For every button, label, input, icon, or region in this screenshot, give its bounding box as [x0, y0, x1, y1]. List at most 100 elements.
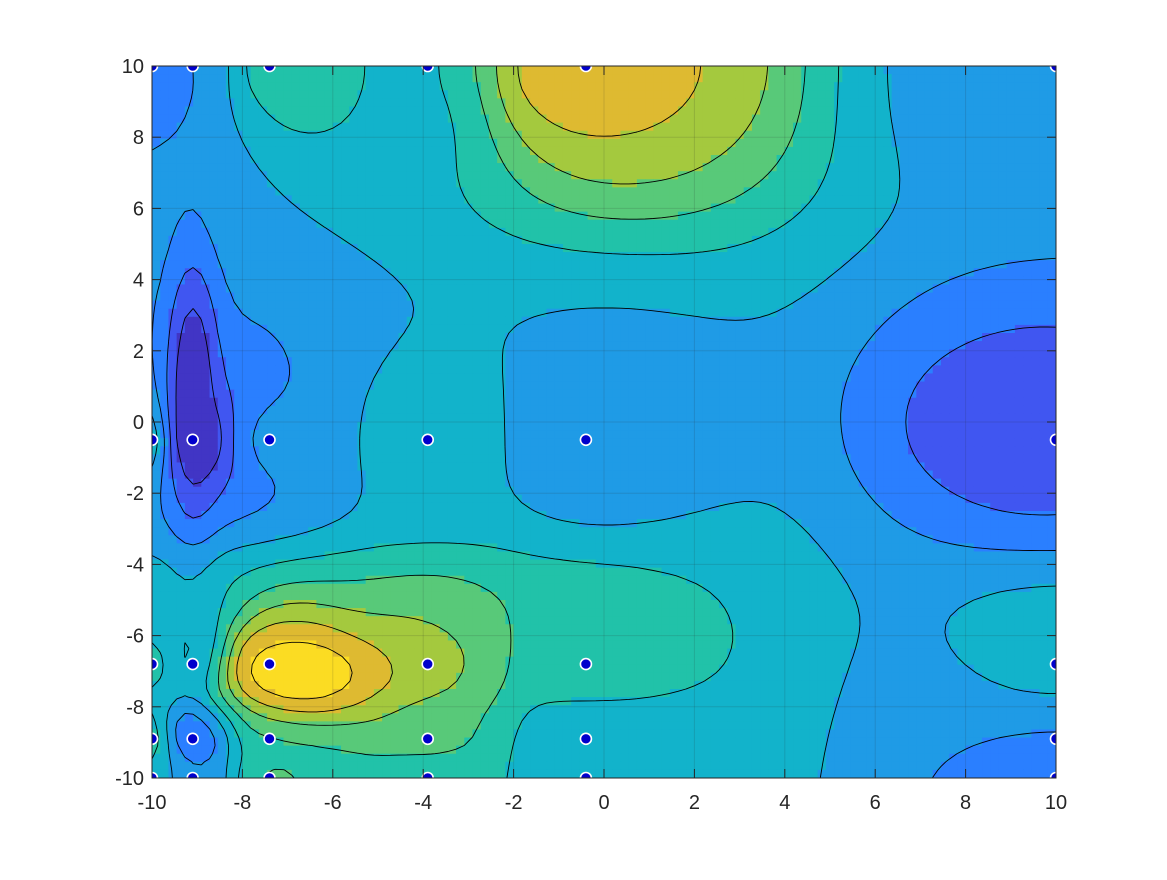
contour-band-cell — [398, 203, 408, 213]
contour-band-cell — [604, 373, 613, 383]
contour-band-cell — [949, 349, 958, 358]
contour-band-cell — [653, 74, 663, 83]
contour-band-cell — [480, 74, 490, 83]
contour-band-cell — [480, 203, 490, 213]
contour-band-cell — [1006, 276, 1016, 286]
contour-band-cell — [636, 422, 646, 431]
contour-band-cell — [834, 227, 843, 237]
contour-band-cell — [751, 268, 761, 277]
contour-band-cell — [439, 114, 449, 124]
contour-band-cell — [982, 179, 991, 188]
contour-band-cell — [267, 268, 276, 277]
contour-band-cell — [357, 292, 367, 302]
contour-band-cell — [842, 163, 852, 172]
contour-band-cell — [932, 284, 942, 294]
contour-band-cell — [793, 219, 802, 229]
contour-band-cell — [727, 365, 737, 375]
contour-band-cell — [488, 268, 498, 277]
contour-band-cell — [751, 235, 761, 245]
contour-band-cell — [168, 146, 178, 156]
contour-band-cell — [620, 405, 630, 415]
contour-band-cell — [357, 276, 367, 286]
contour-band-cell — [990, 130, 1000, 140]
contour-band-cell — [612, 187, 622, 197]
contour-band-cell — [341, 146, 350, 156]
contour-band-cell — [1006, 300, 1016, 310]
contour-band-cell — [176, 389, 186, 399]
contour-band-cell — [817, 138, 827, 148]
contour-band-cell — [464, 66, 474, 75]
contour-band-cell — [702, 66, 712, 75]
contour-band-cell — [365, 300, 375, 310]
contour-band-cell — [488, 235, 498, 245]
contour-band-cell — [571, 413, 580, 423]
contour-band-cell — [464, 163, 474, 172]
contour-band-cell — [341, 349, 350, 358]
contour-band-cell — [825, 114, 835, 124]
contour-band-cell — [875, 389, 885, 399]
contour-band-cell — [817, 74, 827, 83]
contour-band-cell — [472, 413, 482, 423]
contour-band-cell — [193, 333, 202, 342]
contour-band-cell — [365, 227, 375, 237]
contour-band-cell — [916, 146, 926, 156]
contour-band-cell — [431, 308, 441, 318]
contour-band-cell — [250, 405, 260, 415]
contour-band-cell — [258, 413, 268, 423]
contour-band-cell — [513, 138, 523, 148]
contour-band-cell — [406, 324, 416, 334]
contour-band-cell — [201, 357, 211, 366]
contour-band-cell — [883, 98, 893, 108]
contour-band-cell — [530, 300, 539, 310]
contour-band-cell — [316, 195, 326, 205]
contour-band-cell — [579, 74, 589, 83]
contour-band-cell — [653, 365, 663, 375]
contour-band-cell — [612, 316, 622, 326]
contour-band-cell — [817, 405, 827, 415]
contour-band-cell — [275, 114, 285, 124]
contour-band-cell — [217, 146, 227, 156]
contour-band-cell — [242, 130, 252, 140]
contour-band-cell — [891, 203, 901, 213]
contour-band-cell — [275, 260, 285, 269]
contour-band-cell — [316, 276, 326, 286]
contour-band-cell — [809, 179, 819, 188]
contour-band-cell — [940, 300, 950, 310]
contour-band-cell — [341, 195, 350, 205]
contour-band-cell — [160, 74, 170, 83]
contour-band-cell — [982, 252, 991, 261]
contour-band-cell — [998, 211, 1008, 221]
contour-band-cell — [883, 365, 893, 375]
contour-band-cell — [924, 397, 934, 407]
contour-band-cell — [866, 413, 876, 423]
contour-band-cell — [225, 341, 235, 350]
contour-band-cell — [234, 316, 243, 326]
contour-band-cell — [299, 146, 309, 156]
contour-band-cell — [554, 349, 564, 358]
contour-band-cell — [1031, 333, 1041, 342]
contour-band-cell — [916, 98, 926, 108]
contour-band-cell — [965, 413, 975, 423]
contour-band-cell — [957, 227, 967, 237]
contour-band-cell — [661, 422, 671, 431]
contour-band-cell — [899, 203, 909, 213]
contour-band-cell — [784, 203, 794, 213]
contour-band-cell — [332, 122, 342, 132]
contour-band-cell — [579, 219, 589, 229]
contour-band-cell — [628, 357, 638, 366]
contour-band-cell — [176, 90, 186, 99]
contour-band-cell — [604, 252, 613, 261]
contour-band-cell — [349, 146, 359, 156]
contour-band-cell — [546, 195, 556, 205]
contour-band-cell — [982, 122, 991, 132]
contour-band-cell — [332, 260, 342, 269]
contour-band-cell — [998, 74, 1008, 83]
contour-band-cell — [184, 260, 194, 269]
contour-band-cell — [727, 389, 737, 399]
contour-band-cell — [447, 252, 457, 261]
contour-band-cell — [152, 106, 161, 116]
contour-band-cell — [258, 333, 268, 342]
contour-band-cell — [595, 235, 605, 245]
contour-band-cell — [612, 276, 622, 286]
contour-band-cell — [414, 227, 424, 237]
